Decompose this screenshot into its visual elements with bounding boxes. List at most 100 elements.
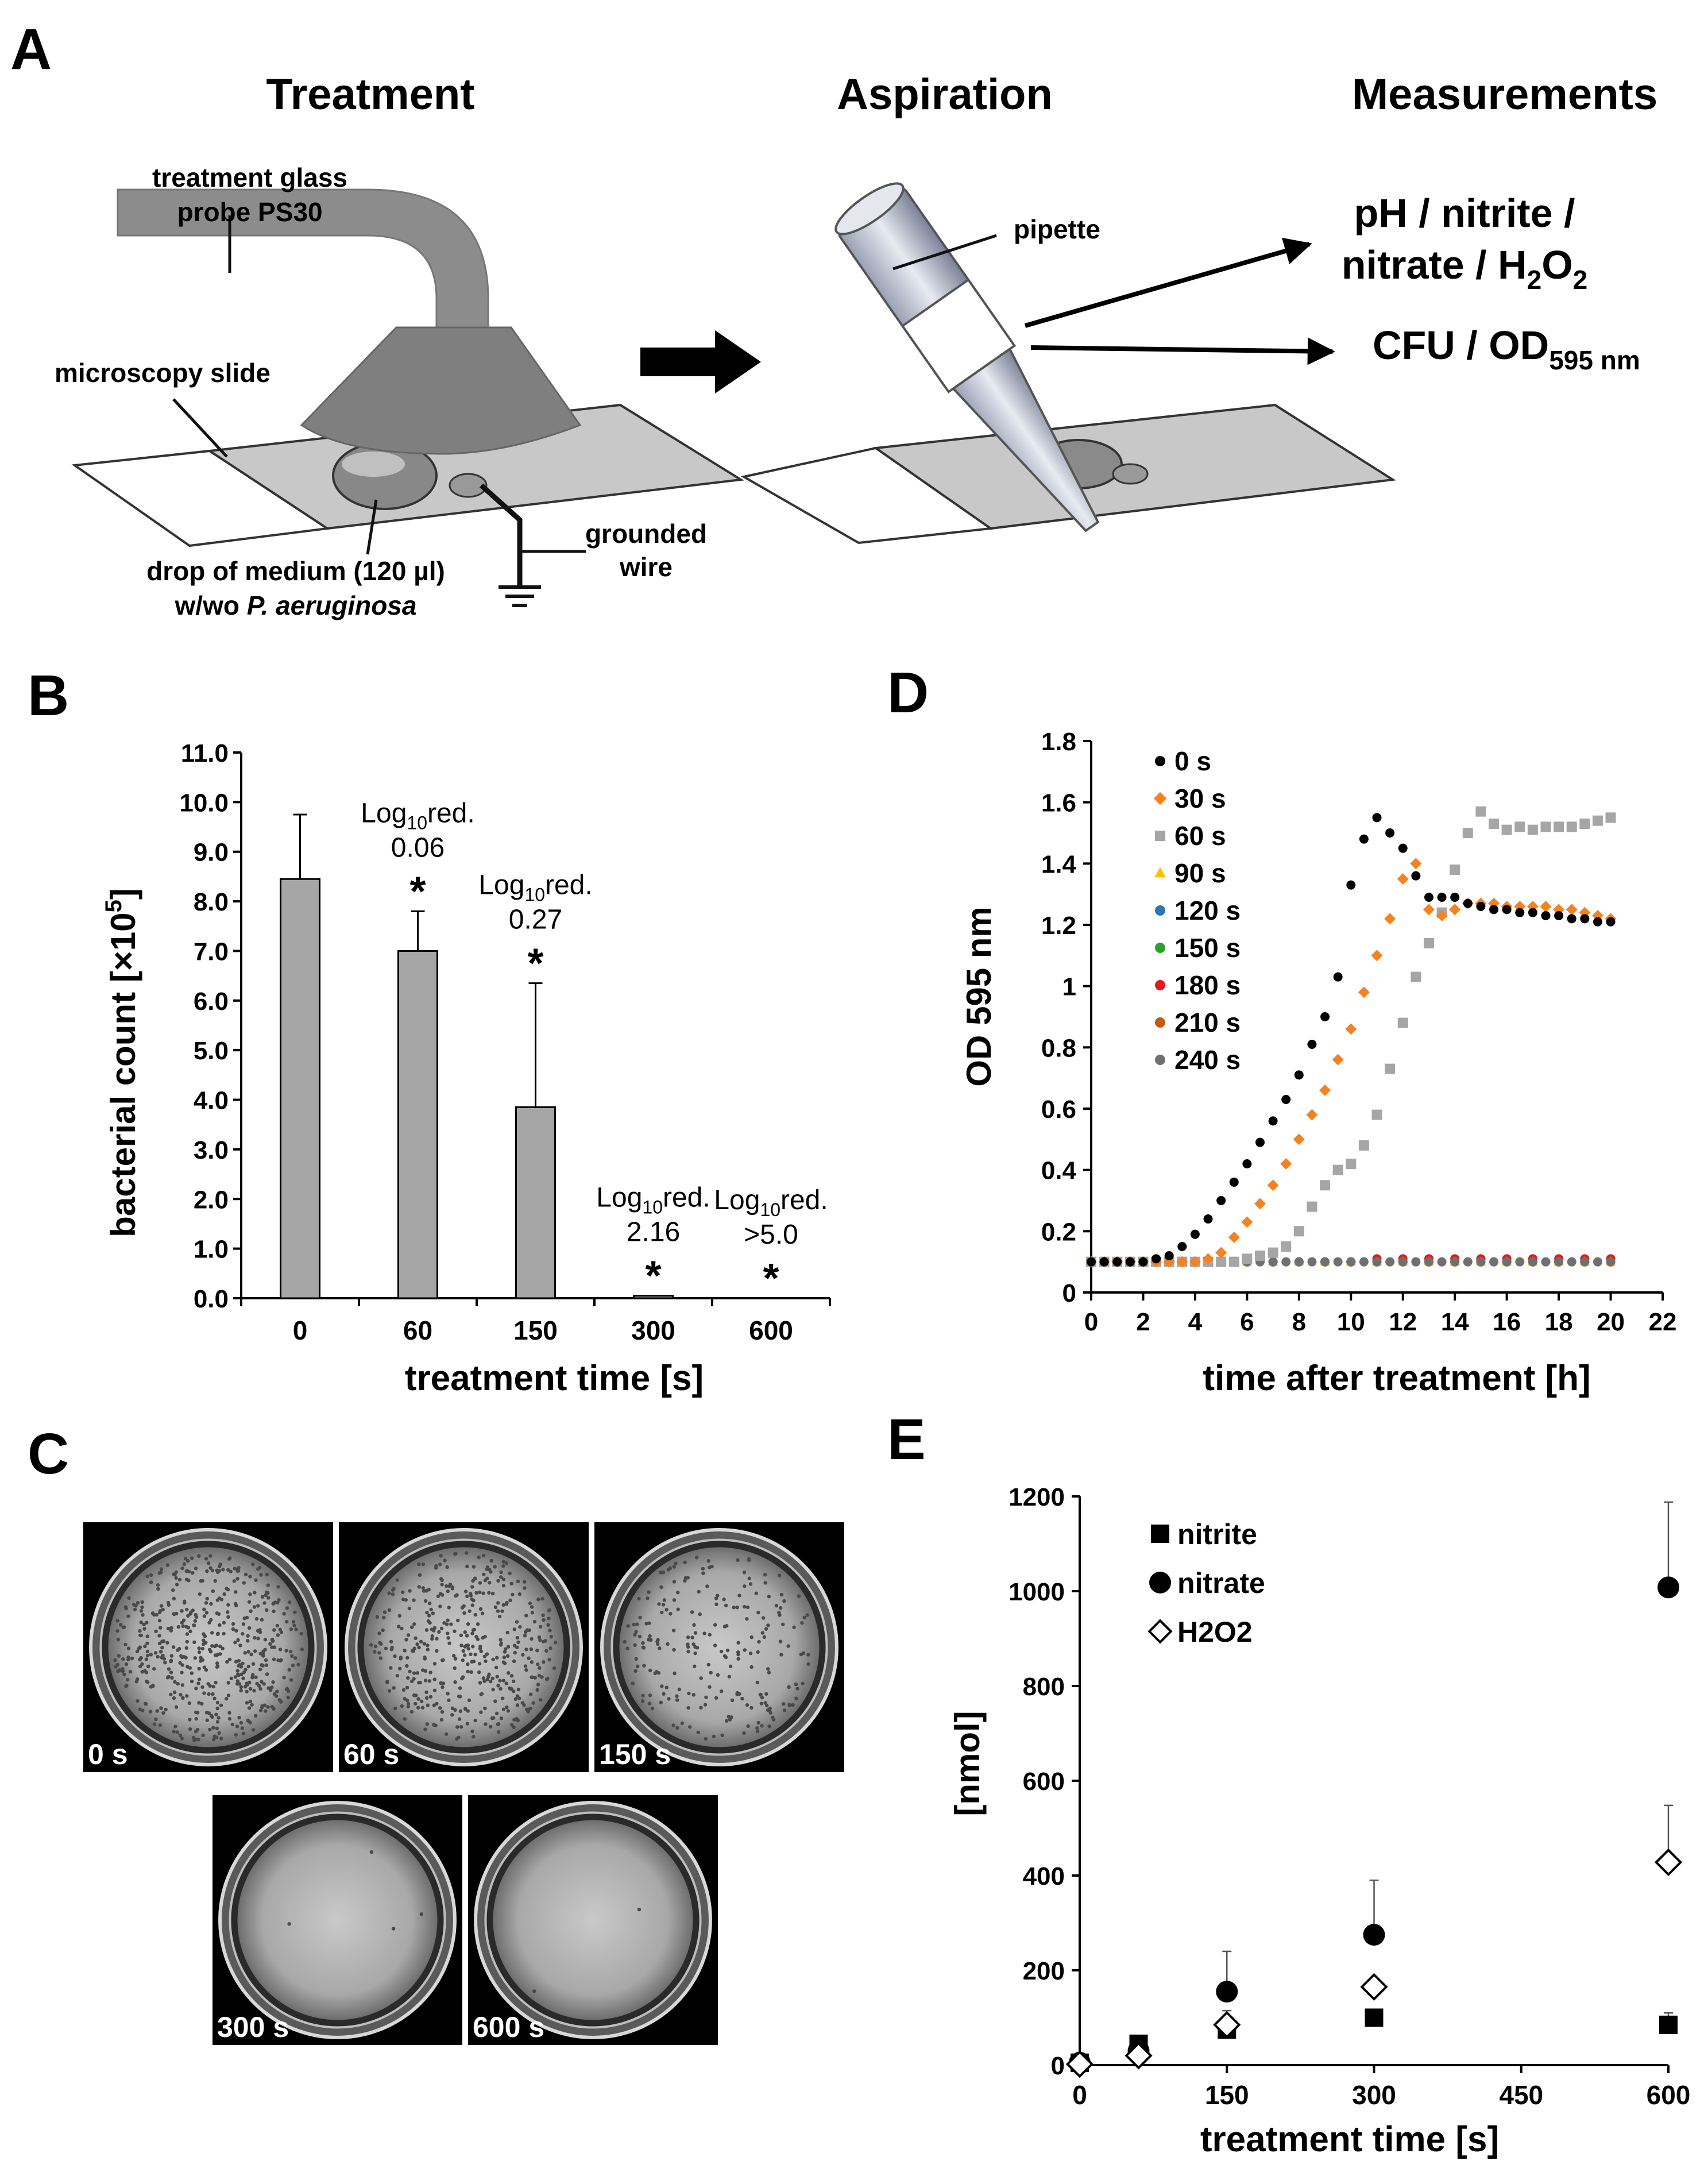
colony: [648, 1693, 652, 1697]
colony: [417, 1585, 421, 1589]
d-point: [1502, 1257, 1512, 1267]
e-series-H2O2: [1065, 1804, 1683, 2078]
d-point: [1606, 917, 1616, 927]
colony: [493, 1565, 497, 1569]
colony: [145, 1641, 149, 1646]
colony: [672, 1647, 676, 1652]
colony: [498, 1678, 502, 1683]
colony: [505, 1630, 510, 1635]
colony: [424, 1628, 429, 1632]
colony: [145, 1620, 149, 1625]
colony: [373, 1644, 378, 1649]
colony: [748, 1651, 753, 1656]
colony: [516, 1640, 520, 1644]
plate-colonies: [287, 1850, 423, 1931]
colony: [417, 1681, 421, 1685]
colony: [683, 1576, 688, 1580]
d-point: [1437, 893, 1447, 902]
colony: [272, 1609, 276, 1614]
colony: [221, 1646, 225, 1650]
colony: [695, 1646, 700, 1650]
colony: [538, 1666, 542, 1670]
colony: [237, 1673, 241, 1677]
colony: [241, 1632, 245, 1636]
colony: [496, 1601, 500, 1605]
agar-plate: 300 s: [212, 1795, 462, 2045]
colony: [675, 1694, 679, 1698]
colony: [140, 1662, 144, 1666]
colony: [229, 1676, 233, 1681]
colony: [536, 1598, 540, 1602]
colony: [526, 1710, 530, 1714]
colony: [713, 1643, 717, 1647]
colony: [412, 1622, 416, 1626]
d-legend-label: 150 s: [1174, 933, 1241, 963]
colony: [428, 1695, 433, 1699]
d-point: [1307, 1257, 1317, 1267]
colony: [263, 1638, 267, 1642]
colony: [489, 1558, 493, 1563]
colony: [145, 1634, 150, 1638]
colony: [795, 1687, 799, 1691]
colony: [465, 1594, 469, 1599]
colony: [467, 1609, 472, 1613]
colony: [248, 1575, 252, 1579]
colony: [490, 1676, 494, 1681]
colony: [271, 1680, 275, 1684]
colony: [496, 1579, 500, 1583]
colony: [291, 1664, 295, 1668]
colony: [423, 1599, 428, 1603]
colony: [478, 1681, 482, 1685]
colony: [138, 1629, 142, 1633]
d-point: [1475, 806, 1486, 817]
colony: [683, 1579, 687, 1583]
colony: [172, 1730, 176, 1734]
colony: [441, 1658, 445, 1662]
colony: [268, 1642, 272, 1646]
colony: [159, 1567, 164, 1571]
colony: [754, 1591, 758, 1595]
d-point: [1567, 914, 1577, 924]
colony: [139, 1656, 143, 1660]
colony: [716, 1593, 720, 1598]
colony: [523, 1664, 528, 1668]
colony: [118, 1668, 122, 1672]
colony: [138, 1645, 142, 1649]
colony: [541, 1639, 546, 1643]
colony: [248, 1592, 252, 1596]
colony: [215, 1700, 220, 1705]
colony: [530, 1675, 535, 1680]
colony: [720, 1733, 724, 1738]
colony: [415, 1642, 419, 1646]
colony: [243, 1651, 247, 1655]
d-point: [1345, 1023, 1357, 1035]
b-bar: [515, 1106, 556, 1299]
colony: [215, 1661, 219, 1665]
colony: [476, 1622, 480, 1626]
colony: [637, 1634, 642, 1639]
colony: [193, 1619, 198, 1623]
d-point: [1307, 1040, 1317, 1049]
d-ytick-label: 1: [1062, 973, 1076, 1001]
colony: [528, 1692, 533, 1696]
colony: [531, 1701, 535, 1705]
colony: [174, 1576, 178, 1580]
d-point: [1280, 1158, 1292, 1170]
plate-label: 150 s: [599, 1738, 671, 1770]
colony: [191, 1571, 195, 1575]
colony: [694, 1556, 699, 1560]
colony: [227, 1717, 232, 1721]
colony: [782, 1599, 786, 1603]
colony: [648, 1634, 652, 1638]
colony: [453, 1552, 457, 1556]
colony: [285, 1620, 289, 1624]
colony: [225, 1587, 229, 1591]
colony: [231, 1627, 235, 1631]
d-point: [1501, 824, 1512, 835]
b-ytick-label: 2.0: [194, 1186, 229, 1214]
colony: [246, 1718, 250, 1723]
colony: [761, 1616, 766, 1620]
colony: [487, 1591, 491, 1595]
colony: [222, 1592, 226, 1596]
colony: [459, 1724, 463, 1729]
